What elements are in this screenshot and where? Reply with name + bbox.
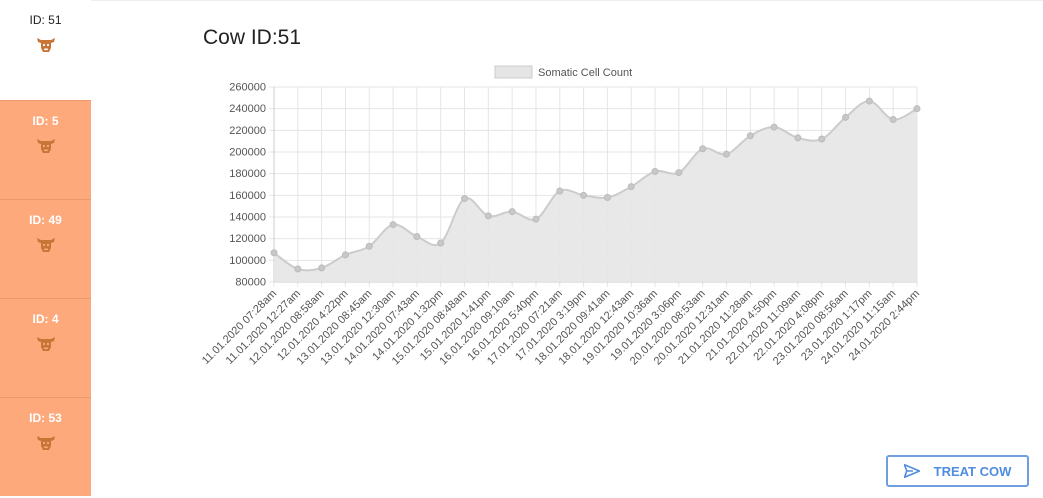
cow-head-icon [36, 38, 55, 52]
data-point [270, 249, 278, 257]
data-point [627, 183, 635, 191]
cow-list-item-49[interactable]: ID: 49 [0, 199, 91, 298]
data-point [437, 239, 445, 247]
data-point [294, 265, 302, 273]
cow-head-icon [36, 238, 55, 252]
y-tick-label: 120000 [229, 233, 266, 245]
data-point [341, 251, 349, 259]
data-point [461, 195, 469, 203]
cow-id-label: ID: 51 [29, 13, 62, 27]
cow-head-icon [36, 337, 55, 351]
cow-list-item-51[interactable]: ID: 51 [0, 0, 91, 99]
data-point [318, 264, 326, 272]
data-point [484, 212, 492, 220]
data-point [365, 242, 373, 250]
y-tick-label: 260000 [229, 82, 266, 94]
cow-id-label: ID: 53 [29, 411, 62, 425]
data-point [556, 187, 564, 195]
y-tick-label: 160000 [229, 190, 266, 202]
data-point [413, 233, 421, 240]
cow-list-item-4[interactable]: ID: 4 [0, 298, 91, 397]
y-tick-label: 80000 [235, 277, 266, 289]
data-point [532, 215, 540, 223]
data-point [889, 116, 897, 123]
data-point [746, 132, 754, 140]
legend-label: Somatic Cell Count [538, 67, 632, 79]
cow-id-label: ID: 5 [32, 114, 59, 128]
cow-list-sidebar: ID: 51 ID: 5 ID: 49 ID: 4 ID: 53 [0, 0, 91, 498]
cow-list-item-5[interactable]: ID: 5 [0, 100, 91, 199]
cow-list-item-53[interactable]: ID: 53 [0, 397, 91, 496]
cow-head-icon [36, 139, 55, 153]
data-point [675, 169, 683, 177]
somatic-cell-count-chart: 80000 100000 120000 140000 160000 180000 20000… [200, 65, 922, 367]
data-point [508, 208, 516, 216]
y-tick-label: 220000 [229, 125, 266, 137]
data-point [842, 113, 850, 121]
y-tick-label: 100000 [229, 255, 266, 267]
y-tick-label: 180000 [229, 168, 266, 180]
top-divider [91, 0, 1043, 1]
page-title: Cow ID:51 [203, 26, 302, 49]
data-point [865, 97, 873, 105]
data-point [913, 105, 921, 113]
data-point [389, 221, 397, 229]
treat-cow-button[interactable]: TREAT COW [886, 455, 1029, 487]
data-point [603, 194, 611, 201]
cow-head-icon [36, 436, 55, 450]
cow-id-label: ID: 4 [32, 312, 59, 326]
data-point [722, 150, 730, 158]
data-point [699, 145, 707, 153]
data-point [818, 135, 826, 143]
data-point [794, 134, 802, 142]
cow-id-label: ID: 49 [29, 213, 62, 227]
series-line [273, 100, 918, 272]
data-point [651, 168, 659, 175]
y-tick-label: 240000 [229, 103, 266, 115]
y-tick-label: 140000 [229, 212, 266, 224]
send-icon [903, 464, 920, 478]
treat-cow-label: TREAT COW [933, 463, 1012, 479]
data-point [580, 191, 588, 199]
data-point [770, 123, 778, 131]
y-tick-label: 200000 [229, 147, 266, 159]
series-area [274, 101, 917, 283]
legend-swatch [494, 65, 533, 79]
